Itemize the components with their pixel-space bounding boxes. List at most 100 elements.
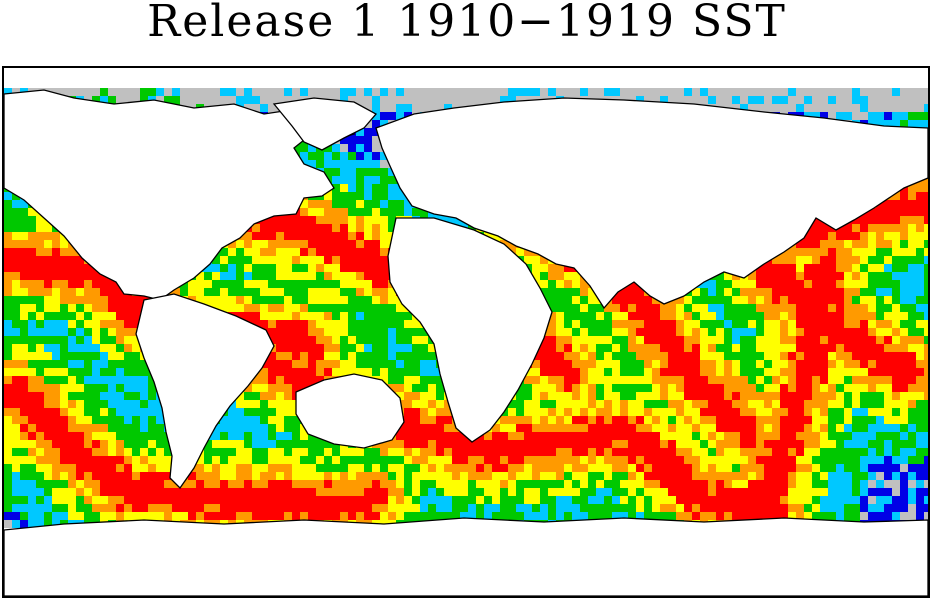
observation-cell bbox=[4, 432, 12, 440]
observation-cell bbox=[132, 88, 140, 96]
observation-cell bbox=[404, 424, 412, 432]
observation-cell bbox=[428, 424, 436, 432]
observation-cell bbox=[292, 144, 300, 152]
observation-cell bbox=[60, 360, 68, 368]
observation-cell bbox=[204, 96, 212, 104]
observation-cell bbox=[556, 88, 564, 96]
observation-cell bbox=[292, 240, 300, 248]
observation-cell bbox=[284, 280, 292, 288]
observation-cell bbox=[556, 264, 564, 272]
observation-cell bbox=[236, 408, 244, 416]
observation-cell bbox=[140, 408, 148, 416]
observation-cell bbox=[820, 320, 828, 328]
observation-cell bbox=[652, 400, 660, 408]
observation-cell bbox=[140, 88, 148, 96]
observation-cell bbox=[908, 248, 916, 256]
observation-cell bbox=[756, 376, 764, 384]
observation-cell bbox=[460, 96, 468, 104]
observation-cell bbox=[804, 240, 812, 248]
observation-cell bbox=[636, 304, 644, 312]
observation-cell bbox=[740, 328, 748, 336]
observation-cell bbox=[100, 376, 108, 384]
observation-cell bbox=[292, 280, 300, 288]
observation-cell bbox=[260, 416, 268, 424]
observation-cell bbox=[364, 360, 372, 368]
observation-cell bbox=[836, 328, 844, 336]
observation-cell bbox=[828, 304, 836, 312]
observation-cell bbox=[908, 392, 916, 400]
observation-cell bbox=[796, 384, 804, 392]
observation-cell bbox=[84, 304, 92, 312]
observation-cell bbox=[284, 288, 292, 296]
observation-cell bbox=[356, 224, 364, 232]
observation-cell bbox=[316, 312, 324, 320]
observation-cell bbox=[124, 416, 132, 424]
observation-cell bbox=[372, 280, 380, 288]
observation-cell bbox=[268, 352, 276, 360]
observation-cell bbox=[732, 304, 740, 312]
observation-cell bbox=[420, 208, 428, 216]
observation-cell bbox=[756, 384, 764, 392]
observation-cell bbox=[132, 400, 140, 408]
observation-cell bbox=[908, 240, 916, 248]
observation-cell bbox=[716, 288, 724, 296]
observation-cell bbox=[348, 336, 356, 344]
observation-cell bbox=[580, 376, 588, 384]
observation-cell bbox=[332, 248, 340, 256]
observation-cell bbox=[428, 408, 436, 416]
observation-cell bbox=[764, 296, 772, 304]
observation-cell bbox=[844, 232, 852, 240]
observation-cell bbox=[804, 384, 812, 392]
observation-cell bbox=[380, 376, 388, 384]
observation-cell bbox=[396, 200, 404, 208]
observation-cell bbox=[708, 336, 716, 344]
observation-cell bbox=[516, 96, 524, 104]
observation-cell bbox=[348, 288, 356, 296]
observation-cell bbox=[884, 104, 892, 112]
observation-cell bbox=[12, 296, 20, 304]
observation-cell bbox=[860, 352, 868, 360]
observation-cell bbox=[900, 328, 908, 336]
observation-cell bbox=[820, 224, 828, 232]
observation-cell bbox=[300, 320, 308, 328]
observation-cell bbox=[76, 424, 84, 432]
observation-cell bbox=[60, 392, 68, 400]
observation-cell bbox=[884, 360, 892, 368]
observation-cell bbox=[524, 248, 532, 256]
observation-cell bbox=[804, 320, 812, 328]
observation-cell bbox=[60, 408, 68, 416]
observation-cell bbox=[324, 256, 332, 264]
observation-cell bbox=[300, 208, 308, 216]
observation-cell bbox=[788, 352, 796, 360]
observation-cell bbox=[868, 96, 876, 104]
observation-cell bbox=[20, 224, 28, 232]
observation-cell bbox=[292, 344, 300, 352]
observation-cell bbox=[764, 376, 772, 384]
observation-cell bbox=[868, 384, 876, 392]
observation-cell bbox=[364, 104, 372, 112]
observation-cell bbox=[748, 424, 756, 432]
observation-cell bbox=[100, 352, 108, 360]
observation-cell bbox=[908, 272, 916, 280]
observation-cell bbox=[884, 392, 892, 400]
observation-cell bbox=[356, 160, 364, 168]
observation-cell bbox=[300, 352, 308, 360]
observation-cell bbox=[340, 304, 348, 312]
observation-cell bbox=[324, 248, 332, 256]
observation-cell bbox=[460, 88, 468, 96]
observation-cell bbox=[324, 160, 332, 168]
observation-cell bbox=[684, 312, 692, 320]
observation-cell bbox=[836, 280, 844, 288]
observation-cell bbox=[900, 376, 908, 384]
observation-cell bbox=[60, 400, 68, 408]
observation-cell bbox=[708, 312, 716, 320]
observation-cell bbox=[284, 240, 292, 248]
observation-cell bbox=[292, 248, 300, 256]
observation-cell bbox=[884, 280, 892, 288]
observation-cell bbox=[284, 400, 292, 408]
observation-cell bbox=[364, 320, 372, 328]
observation-cell bbox=[172, 88, 180, 96]
observation-cell bbox=[340, 160, 348, 168]
observation-cell bbox=[260, 368, 268, 376]
observation-cell bbox=[724, 288, 732, 296]
